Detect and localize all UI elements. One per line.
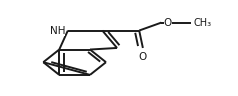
Text: O: O [164, 18, 172, 28]
Text: O: O [139, 52, 147, 62]
Text: NH: NH [50, 26, 65, 36]
Text: CH₃: CH₃ [193, 18, 211, 28]
